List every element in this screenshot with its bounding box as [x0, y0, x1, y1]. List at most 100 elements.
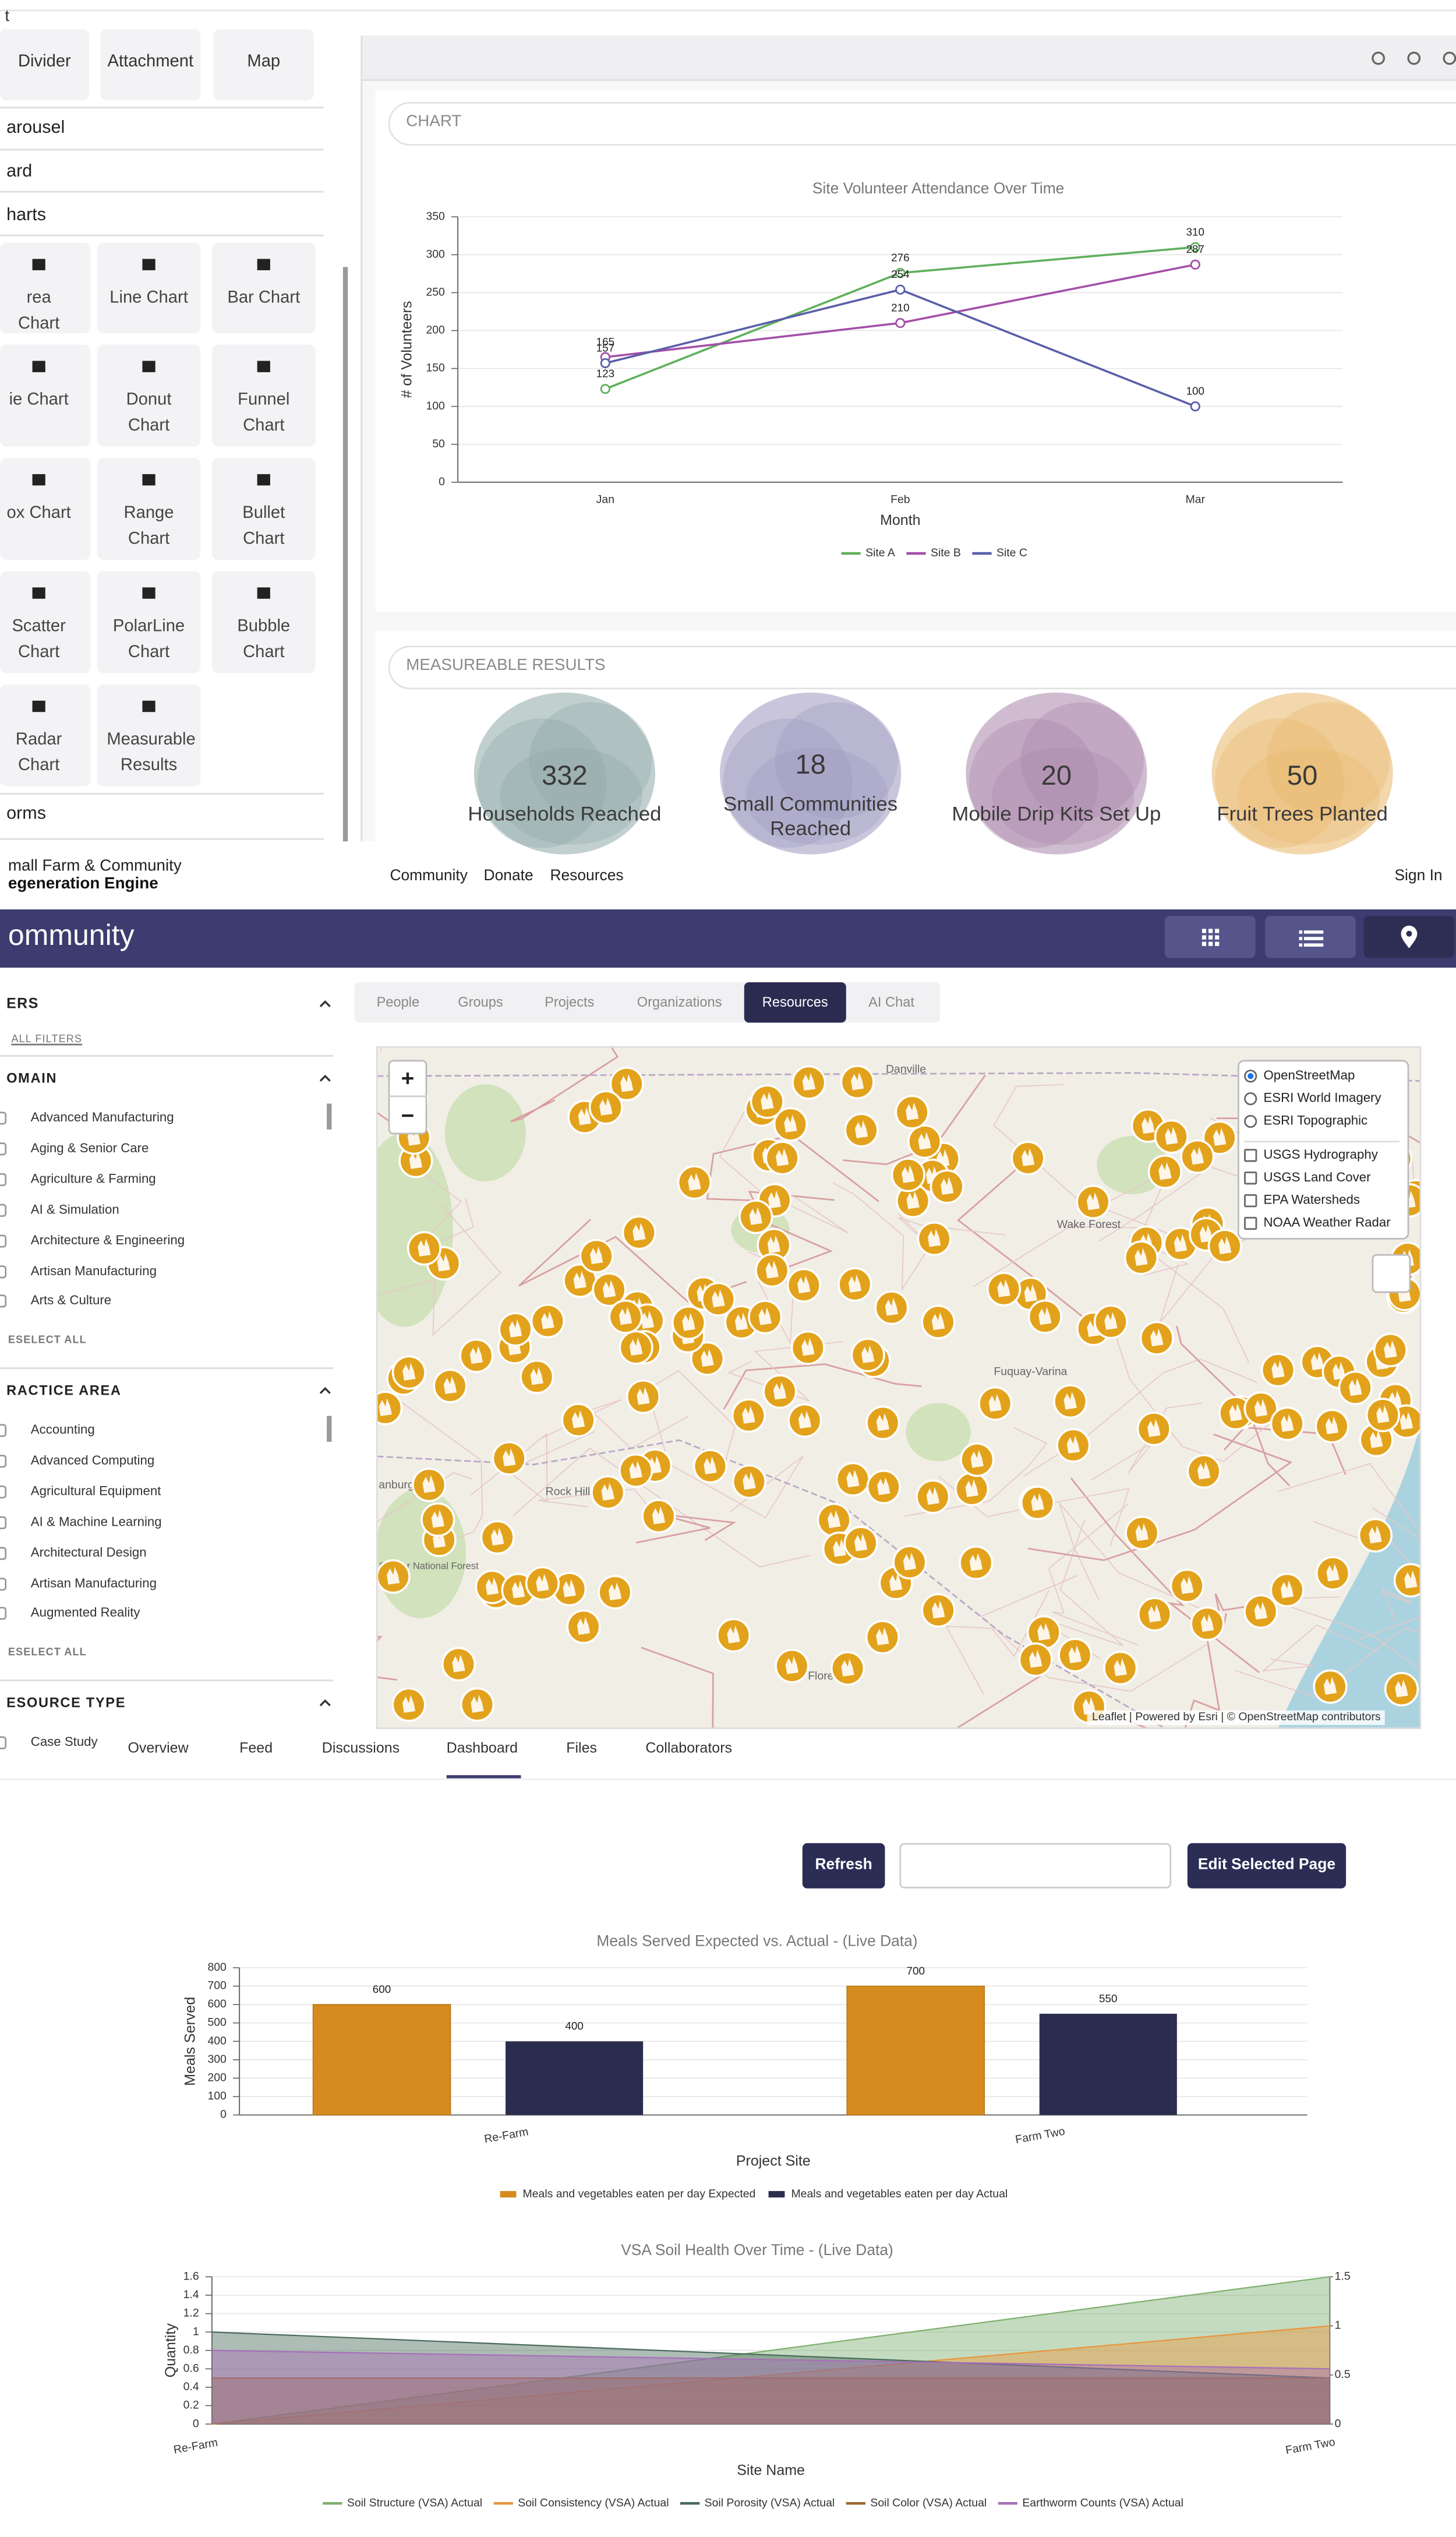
- deselect[interactable]: ESELECT ALL: [8, 1647, 87, 1659]
- zoom-button[interactable]: −: [401, 1102, 415, 1128]
- marker-hand: [402, 1363, 416, 1381]
- search-button[interactable]: [1372, 1254, 1411, 1293]
- section-title[interactable]: arousel: [6, 118, 65, 138]
- chart-title: Meals Served Expected vs. Actual - (Live…: [596, 1932, 917, 1949]
- marker-hand: [601, 1483, 614, 1501]
- card-pill: [388, 102, 1456, 146]
- widget-label[interactable]: Map: [247, 51, 281, 72]
- filter-item[interactable]: Artisan Manufacturing: [30, 1575, 157, 1590]
- area-edge: [211, 2349, 1330, 2370]
- tab[interactable]: Groups: [458, 993, 503, 1010]
- project-tab[interactable]: Dashboard: [446, 1739, 518, 1756]
- checkbox[interactable]: [1244, 1172, 1257, 1185]
- filter-item[interactable]: Architectural Design: [30, 1544, 147, 1559]
- layer-label[interactable]: ESRI Topographic: [1263, 1113, 1368, 1128]
- section-title[interactable]: orms: [6, 804, 47, 824]
- y-tick-label: 800: [207, 1961, 227, 1974]
- filter-item[interactable]: AI & Simulation: [30, 1202, 119, 1217]
- checkbox[interactable]: [1244, 1194, 1257, 1208]
- layer-label[interactable]: OpenStreetMap: [1263, 1068, 1355, 1083]
- bar: [846, 1985, 985, 2116]
- watercolor-blob: [966, 692, 1147, 855]
- tab[interactable]: People: [376, 993, 420, 1010]
- filter-item[interactable]: Augmented Reality: [30, 1606, 140, 1621]
- tab[interactable]: AI Chat: [868, 993, 914, 1010]
- widget-tile: [0, 29, 89, 101]
- filter-item[interactable]: Advanced Manufacturing: [30, 1110, 174, 1125]
- checkbox[interactable]: [1244, 1149, 1257, 1162]
- marker-hand: [641, 1311, 655, 1329]
- marker-hand: [932, 1600, 945, 1619]
- zoom-button[interactable]: +: [388, 1060, 427, 1098]
- filter-item[interactable]: Arts & Culture: [30, 1293, 112, 1308]
- filter-item[interactable]: Accounting: [30, 1422, 95, 1437]
- widget-label[interactable]: Bar Chart: [227, 288, 301, 308]
- marker-hand: [1326, 1564, 1340, 1582]
- widget-label[interactable]: Bubble Chart: [237, 616, 291, 662]
- widget-label[interactable]: Radar Chart: [15, 729, 62, 775]
- marker-hand: [682, 1312, 695, 1331]
- filter-item[interactable]: Architecture & Engineering: [30, 1232, 185, 1247]
- widget-label[interactable]: Line Chart: [109, 288, 188, 308]
- widget-label[interactable]: Scatter Chart: [12, 616, 66, 662]
- x-axis-title: Month: [880, 512, 920, 528]
- sign-in[interactable]: Sign In: [1394, 867, 1443, 885]
- widget-label[interactable]: Divider: [17, 51, 71, 72]
- layer-label[interactable]: USGS Hydrography: [1263, 1147, 1378, 1162]
- widget-label[interactable]: Funnel Chart: [238, 390, 290, 436]
- project-tab[interactable]: Discussions: [321, 1739, 400, 1756]
- widget-label[interactable]: Measurable Results: [107, 729, 196, 775]
- checkbox: [0, 1264, 7, 1278]
- project-tab[interactable]: Files: [566, 1739, 598, 1756]
- widget-label[interactable]: rea Chart: [17, 288, 60, 334]
- chevron: [319, 1074, 331, 1082]
- widget-label[interactable]: ie Chart: [9, 390, 69, 410]
- widget-label[interactable]: Attachment: [107, 51, 194, 72]
- deselect[interactable]: ESELECT ALL: [8, 1335, 87, 1347]
- project-tab[interactable]: Feed: [239, 1739, 273, 1756]
- nav-link[interactable]: Donate: [483, 867, 533, 885]
- filter-item[interactable]: Artisan Manufacturing: [30, 1263, 157, 1278]
- tab[interactable]: Organizations: [637, 993, 722, 1010]
- section-title[interactable]: ard: [6, 161, 33, 182]
- nav-link[interactable]: Community: [390, 867, 468, 885]
- marker-hand: [1082, 1696, 1096, 1715]
- tab[interactable]: Projects: [545, 993, 595, 1010]
- radio[interactable]: [1244, 1070, 1257, 1083]
- marker-hand: [1114, 1658, 1127, 1677]
- filter-item[interactable]: Aging & Senior Care: [30, 1141, 149, 1156]
- filter-item[interactable]: Agriculture & Farming: [30, 1171, 156, 1186]
- tab-underline: [446, 1775, 521, 1779]
- checkbox[interactable]: [1244, 1216, 1257, 1230]
- project-tab[interactable]: Collaborators: [645, 1739, 733, 1756]
- nav-link[interactable]: Resources: [550, 867, 624, 885]
- widget-label[interactable]: Donut Chart: [126, 390, 172, 436]
- widget-label[interactable]: ox Chart: [6, 503, 71, 523]
- layer-label[interactable]: EPA Watersheds: [1263, 1192, 1360, 1208]
- marker-hand: [1384, 1340, 1397, 1359]
- marker-hand: [437, 1253, 450, 1272]
- filter-item[interactable]: AI & Machine Learning: [30, 1514, 162, 1529]
- marker-hand: [1254, 1399, 1268, 1417]
- filter-item[interactable]: Advanced Computing: [30, 1453, 155, 1468]
- page-select[interactable]: [899, 1843, 1172, 1889]
- edit-button[interactable]: Edit Selected Page: [1187, 1843, 1347, 1889]
- all-filters[interactable]: ALL FILTERS: [11, 1034, 83, 1046]
- section-title[interactable]: harts: [6, 205, 47, 225]
- widget-label[interactable]: PolarLine Chart: [112, 616, 185, 662]
- y-tick-label: 100: [207, 2090, 227, 2102]
- marker-hand: [409, 1151, 423, 1169]
- layer-label[interactable]: NOAA Weather Radar: [1263, 1215, 1391, 1230]
- radio[interactable]: [1244, 1114, 1257, 1128]
- marker-hand: [688, 1173, 701, 1191]
- radio[interactable]: [1244, 1092, 1257, 1106]
- tab[interactable]: Resources: [744, 982, 846, 1023]
- filter-item[interactable]: Agricultural Equipment: [30, 1483, 161, 1498]
- project-tab[interactable]: Overview: [128, 1739, 189, 1756]
- widget-label[interactable]: Bullet Chart: [242, 503, 285, 549]
- widget-label[interactable]: Range Chart: [123, 503, 174, 549]
- layer-label[interactable]: ESRI World Imagery: [1263, 1091, 1381, 1106]
- filter-item[interactable]: Case Study: [30, 1734, 98, 1749]
- refresh-button[interactable]: Refresh: [802, 1843, 885, 1889]
- layer-label[interactable]: USGS Land Cover: [1263, 1170, 1371, 1185]
